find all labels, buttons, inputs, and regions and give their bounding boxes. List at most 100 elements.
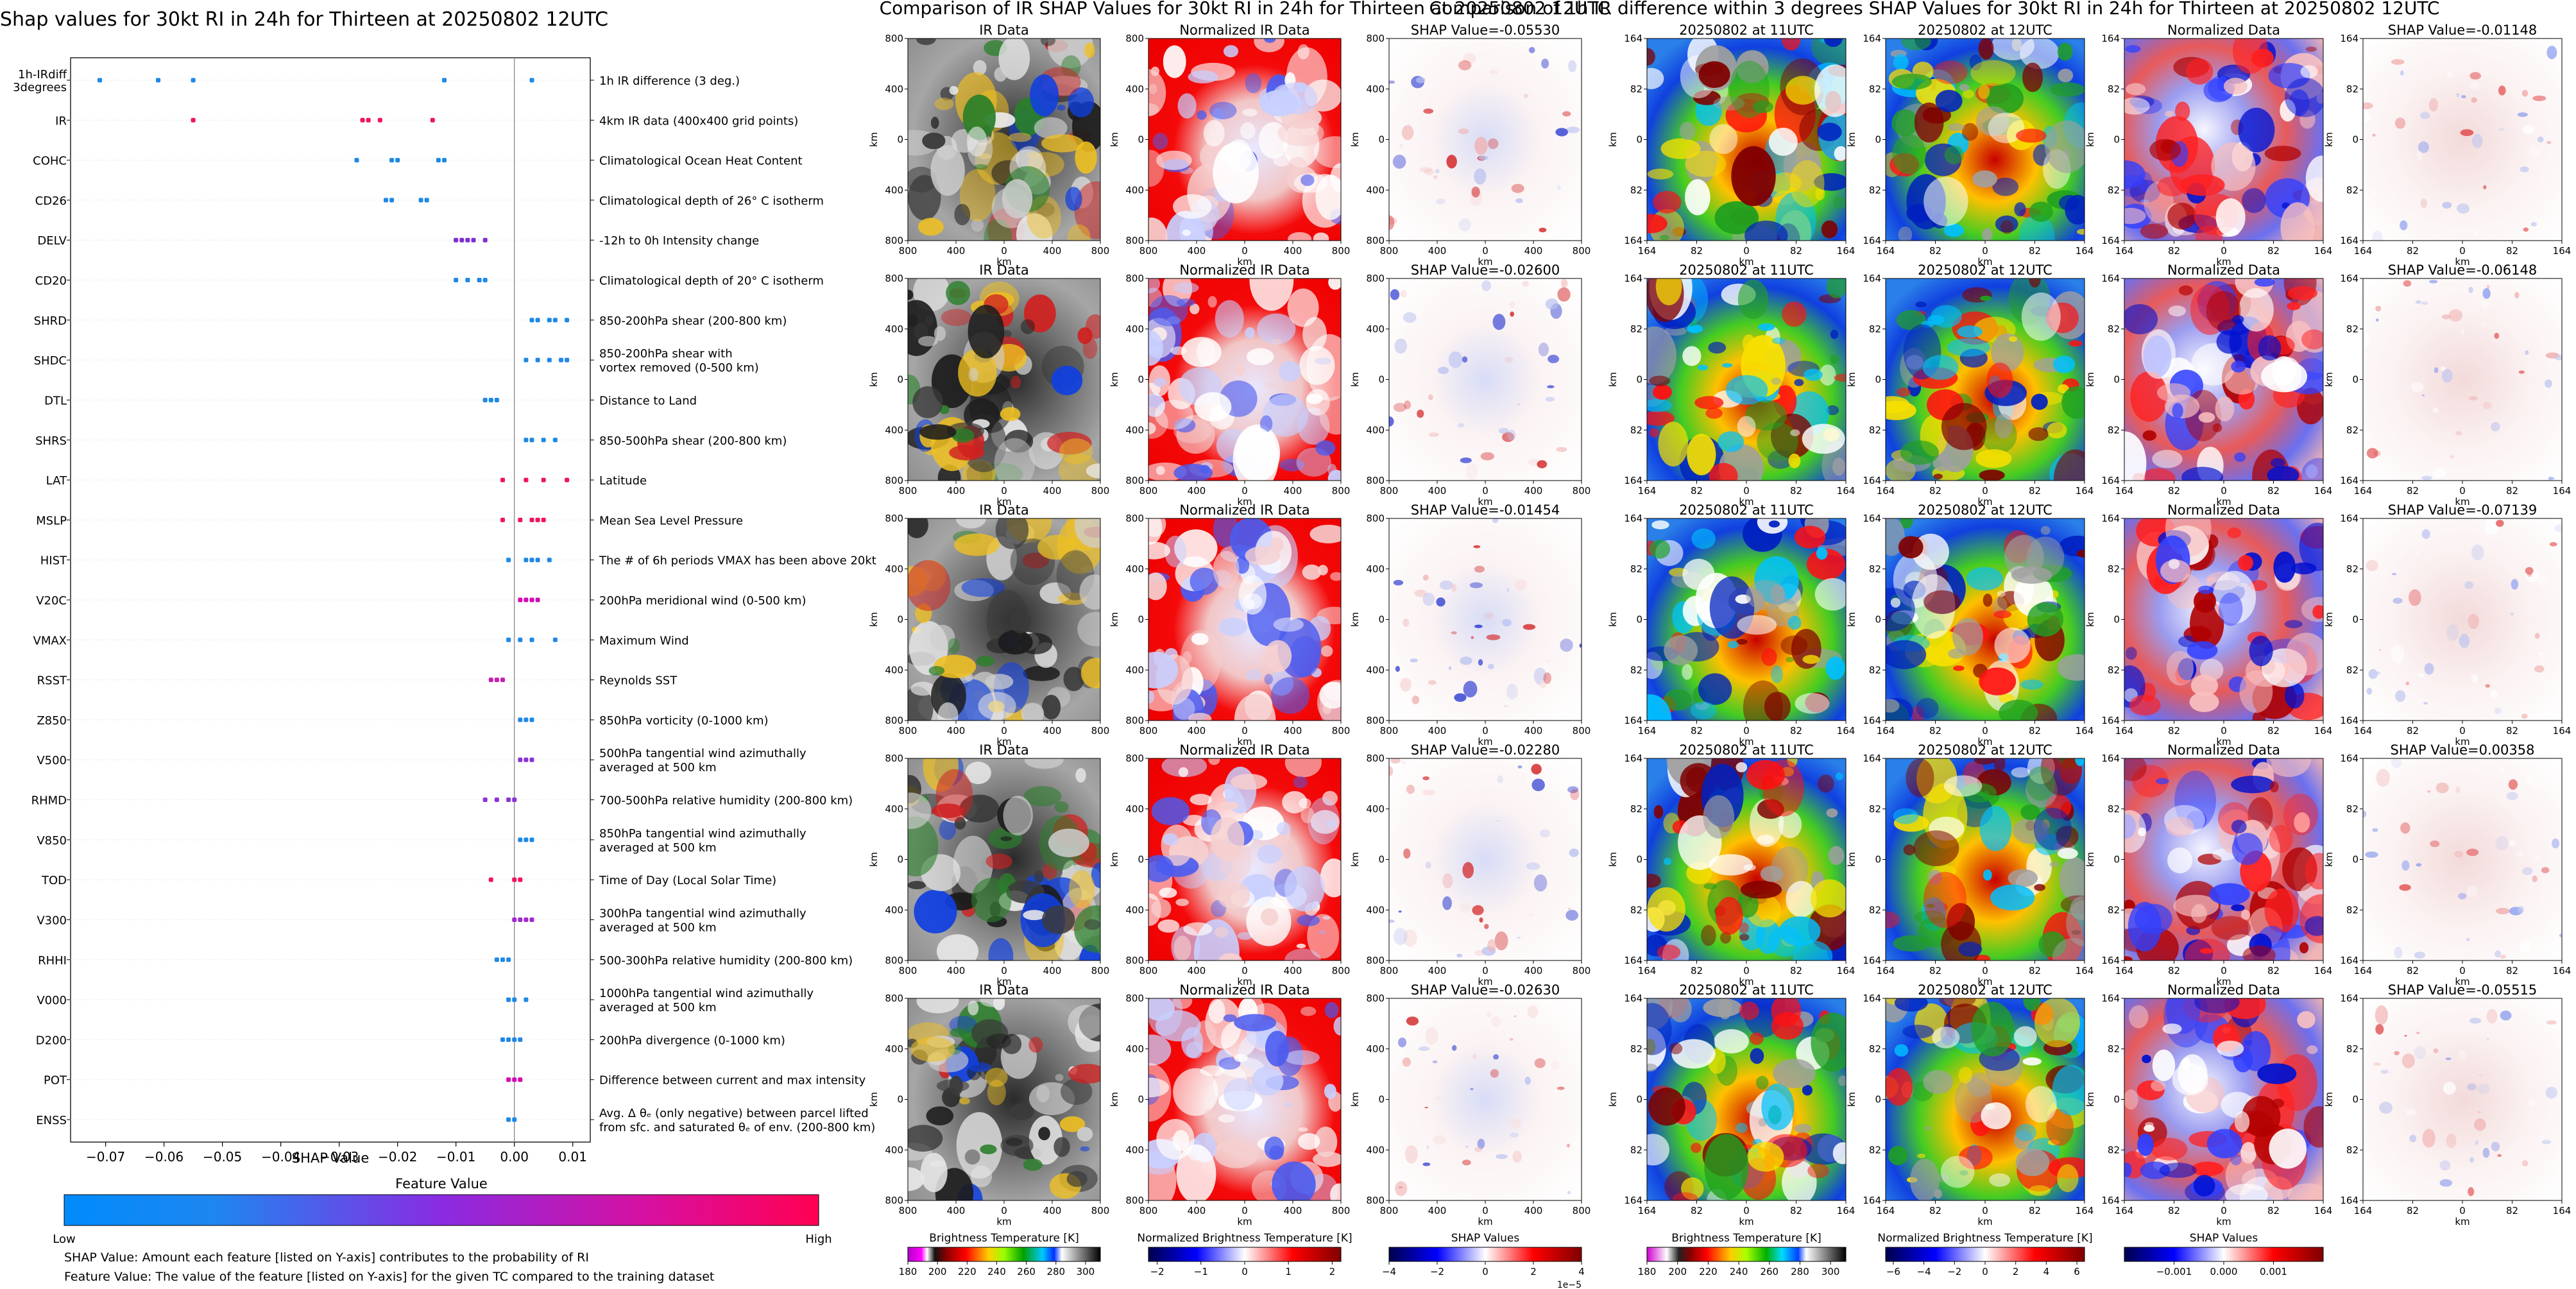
map-blob	[1279, 458, 1305, 472]
map-blob	[2537, 136, 2544, 143]
map-blob	[1442, 873, 1453, 889]
map-blob	[1472, 1054, 1477, 1059]
map-blob	[1188, 70, 1218, 83]
panel-title: SHAP Value=-0.05530	[1411, 22, 1560, 38]
feature-code-label: HIST	[40, 554, 67, 568]
map-blob	[1148, 393, 1165, 417]
feature-description-label: 1h IR difference (3 deg.)	[599, 74, 740, 88]
map-blob	[1703, 883, 1718, 890]
map-blob	[2129, 695, 2161, 716]
x-tick-label: 400	[1524, 725, 1543, 737]
y-axis-label: km	[2085, 372, 2096, 387]
y-tick-label: 800	[1125, 475, 1144, 486]
map-texture	[1389, 758, 1580, 958]
x-tick-label: 82	[1790, 245, 1802, 257]
map-blob	[1208, 998, 1225, 1024]
grid-title: Comparison of 1h IR difference within 3 …	[1429, 0, 2440, 19]
map-blob	[2140, 468, 2176, 481]
map-blob	[2434, 367, 2439, 373]
map-blob	[1975, 449, 2012, 468]
map-blob	[1313, 136, 1341, 168]
map-panel	[1389, 518, 1582, 721]
map-blob	[2075, 758, 2085, 767]
x-tick-label: 164	[1837, 245, 1855, 257]
feature-description-label: Climatological depth of 20° C isotherm	[599, 275, 824, 288]
map-blob	[1992, 177, 2019, 196]
map-blob	[1257, 313, 1296, 345]
x-tick-label: 164	[1837, 485, 1855, 497]
map-blob	[976, 656, 995, 667]
map-blob	[2266, 758, 2312, 778]
map-texture	[908, 998, 1100, 1200]
map-blob	[955, 518, 986, 529]
map-blob	[1302, 564, 1322, 580]
colorbar-tick-label: −2	[1430, 1266, 1444, 1277]
map-blob	[1932, 452, 1952, 472]
colorbar-tick-label: 300	[1821, 1266, 1840, 1277]
map-blob	[1428, 680, 1437, 685]
map-blob	[2065, 194, 2085, 225]
map-blob	[965, 762, 991, 785]
panel-title: SHAP Value=-0.07139	[2388, 502, 2538, 518]
map-blob	[2469, 1157, 2475, 1163]
map-blob	[2491, 689, 2498, 699]
map-blob	[1182, 651, 1192, 665]
map-blob	[2484, 518, 2498, 535]
map-blob	[1835, 772, 1843, 780]
map-blob	[2061, 386, 2085, 419]
map-blob	[2467, 1083, 2477, 1091]
map-blob	[994, 438, 1036, 481]
y-tick-label: 164	[1863, 475, 1881, 486]
map-blob	[1497, 775, 1503, 783]
y-tick-label: 82	[2108, 424, 2120, 436]
map-blob	[1080, 1146, 1090, 1152]
map-texture	[2363, 38, 2557, 241]
shap-point	[547, 357, 552, 363]
map-blob	[1647, 214, 1668, 234]
y-tick-label: 400	[1125, 904, 1144, 916]
map-texture	[1886, 278, 2085, 481]
feature-code-label: SHRD	[34, 314, 67, 328]
colorbar-tick-label: 200	[1668, 1266, 1687, 1277]
map-blob	[1182, 229, 1191, 236]
y-tick-label: 164	[2340, 475, 2358, 486]
map-blob	[1234, 1014, 1277, 1032]
y-axis-label: km	[1607, 372, 1619, 387]
panel-title: Normalized IR Data	[1179, 262, 1309, 278]
shap-point	[565, 477, 570, 482]
y-tick-label: 0	[897, 134, 903, 146]
map-blob	[2395, 690, 2406, 703]
y-tick-label: 0	[2352, 1094, 2358, 1105]
map-texture	[2363, 758, 2562, 959]
map-blob	[1935, 89, 1963, 112]
y-tick-label: 164	[1624, 273, 1642, 284]
shap-point	[482, 798, 488, 803]
x-tick-label: 164	[1638, 485, 1657, 497]
map-blob	[1515, 198, 1523, 203]
map-blob	[1685, 150, 1727, 177]
y-axis-label: km	[1846, 1092, 1857, 1107]
shap-point	[377, 117, 382, 123]
feature-description-label: Avg. Δ θₑ (only negative) between parcel…	[599, 1107, 869, 1120]
map-blob	[1148, 278, 1161, 293]
map-blob	[1188, 712, 1212, 721]
y-tick-label: 0	[1138, 614, 1144, 626]
panel-title: 20250802 at 12UTC	[1918, 262, 2052, 278]
map-blob	[2418, 141, 2430, 153]
map-blob	[2016, 128, 2047, 143]
map-blob	[930, 145, 965, 196]
map-blob	[2363, 333, 2370, 347]
map-blob	[2485, 684, 2491, 688]
y-tick-label: 164	[2101, 33, 2120, 44]
map-blob	[1817, 123, 1842, 142]
map-blob	[1463, 53, 1476, 64]
panel-title: SHAP Value=-0.01148	[2388, 22, 2538, 38]
map-blob	[2231, 833, 2263, 866]
map-blob	[1462, 356, 1468, 363]
map-blob	[1177, 93, 1197, 119]
x-tick-label: 82	[2168, 1205, 2180, 1216]
x-tick-label: 0	[1982, 1205, 1988, 1216]
map-blob	[1999, 699, 2038, 721]
map-blob	[2460, 129, 2474, 137]
map-blob	[1981, 1102, 2011, 1130]
